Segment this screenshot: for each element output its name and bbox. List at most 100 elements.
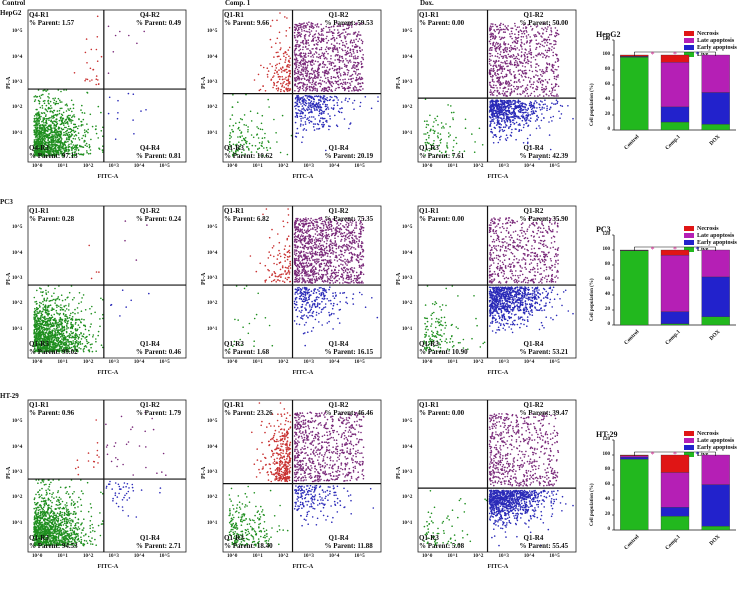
event-dot <box>69 114 71 117</box>
event-dot <box>501 92 504 95</box>
event-dot <box>490 117 492 119</box>
event-dot <box>96 36 99 38</box>
event-dot <box>499 138 501 141</box>
event-dot <box>523 91 526 93</box>
event-dot <box>328 80 331 83</box>
event-dot <box>309 33 311 35</box>
event-dot <box>530 25 532 28</box>
event-dot <box>507 53 510 56</box>
event-dot <box>42 120 44 122</box>
event-dot <box>73 116 76 118</box>
event-dot <box>58 332 60 335</box>
event-dot <box>244 139 247 142</box>
event-dot <box>423 120 426 122</box>
event-dot <box>445 123 447 125</box>
event-dot <box>342 59 345 62</box>
event-dot <box>523 43 526 45</box>
event-dot <box>551 120 553 122</box>
event-dot <box>232 124 235 127</box>
event-dot <box>60 127 63 130</box>
event-dot <box>545 93 548 96</box>
event-dot <box>294 116 297 118</box>
event-dot <box>285 88 287 90</box>
event-dot <box>305 42 307 45</box>
event-dot <box>335 87 337 90</box>
event-dot <box>518 78 520 81</box>
event-dot <box>313 83 316 85</box>
event-dot <box>300 35 302 38</box>
event-dot <box>304 121 307 123</box>
event-dot <box>553 86 555 89</box>
event-dot <box>294 45 296 47</box>
event-dot <box>264 90 267 92</box>
event-dot <box>285 30 288 32</box>
event-dot <box>526 118 528 121</box>
event-dot <box>549 106 552 108</box>
event-dot <box>528 104 531 107</box>
event-dot <box>78 125 80 127</box>
event-dot <box>296 41 298 44</box>
event-dot <box>522 114 524 116</box>
event-dot <box>38 116 41 119</box>
event-dot <box>525 86 528 89</box>
event-dot <box>450 111 453 114</box>
event-dot <box>306 88 309 90</box>
event-dot <box>545 39 548 42</box>
event-dot <box>328 88 331 91</box>
event-dot <box>362 54 364 56</box>
event-dot <box>495 135 498 138</box>
event-dot <box>490 33 493 36</box>
event-dot <box>288 74 290 77</box>
event-dot <box>489 55 491 58</box>
event-dot <box>305 41 308 43</box>
event-dot <box>310 85 312 88</box>
event-dot <box>51 150 54 152</box>
event-dot <box>54 114 56 116</box>
event-dot <box>489 25 492 28</box>
x-tick-label: 10^0 <box>32 164 43 169</box>
event-dot <box>310 121 313 123</box>
event-dot <box>334 95 336 98</box>
event-dot <box>239 136 242 138</box>
event-dot <box>322 103 324 105</box>
event-dot <box>43 140 46 142</box>
event-dot <box>302 43 305 45</box>
event-dot <box>35 123 37 126</box>
event-dot <box>546 44 548 47</box>
event-dot <box>41 294 44 297</box>
event-dot <box>244 137 247 139</box>
event-dot <box>231 114 234 116</box>
event-dot <box>232 94 234 96</box>
event-dot <box>44 138 47 140</box>
event-dot <box>60 148 62 150</box>
event-dot <box>321 71 324 73</box>
event-dot <box>54 155 56 157</box>
event-dot <box>493 38 496 40</box>
event-dot <box>309 89 311 92</box>
event-dot <box>504 86 507 89</box>
event-dot <box>425 133 427 135</box>
event-dot <box>328 99 331 102</box>
event-dot <box>337 29 339 31</box>
event-dot <box>333 44 335 47</box>
event-dot <box>232 155 235 157</box>
event-dot <box>44 99 46 102</box>
event-dot <box>322 30 324 32</box>
event-dot <box>343 35 346 37</box>
event-dot <box>58 298 61 301</box>
event-dot <box>35 303 38 305</box>
event-dot <box>73 153 76 156</box>
event-dot <box>509 113 511 115</box>
event-dot <box>43 117 45 119</box>
event-dot <box>517 80 520 82</box>
event-dot <box>352 33 355 35</box>
event-dot <box>310 24 312 26</box>
event-dot <box>496 114 499 116</box>
event-dot <box>306 48 308 50</box>
event-dot <box>323 74 326 77</box>
event-dot <box>521 65 524 67</box>
y-tick-label: 10^4 <box>12 54 23 60</box>
event-dot <box>35 113 37 115</box>
event-dot <box>504 114 506 116</box>
event-dot <box>499 129 501 131</box>
